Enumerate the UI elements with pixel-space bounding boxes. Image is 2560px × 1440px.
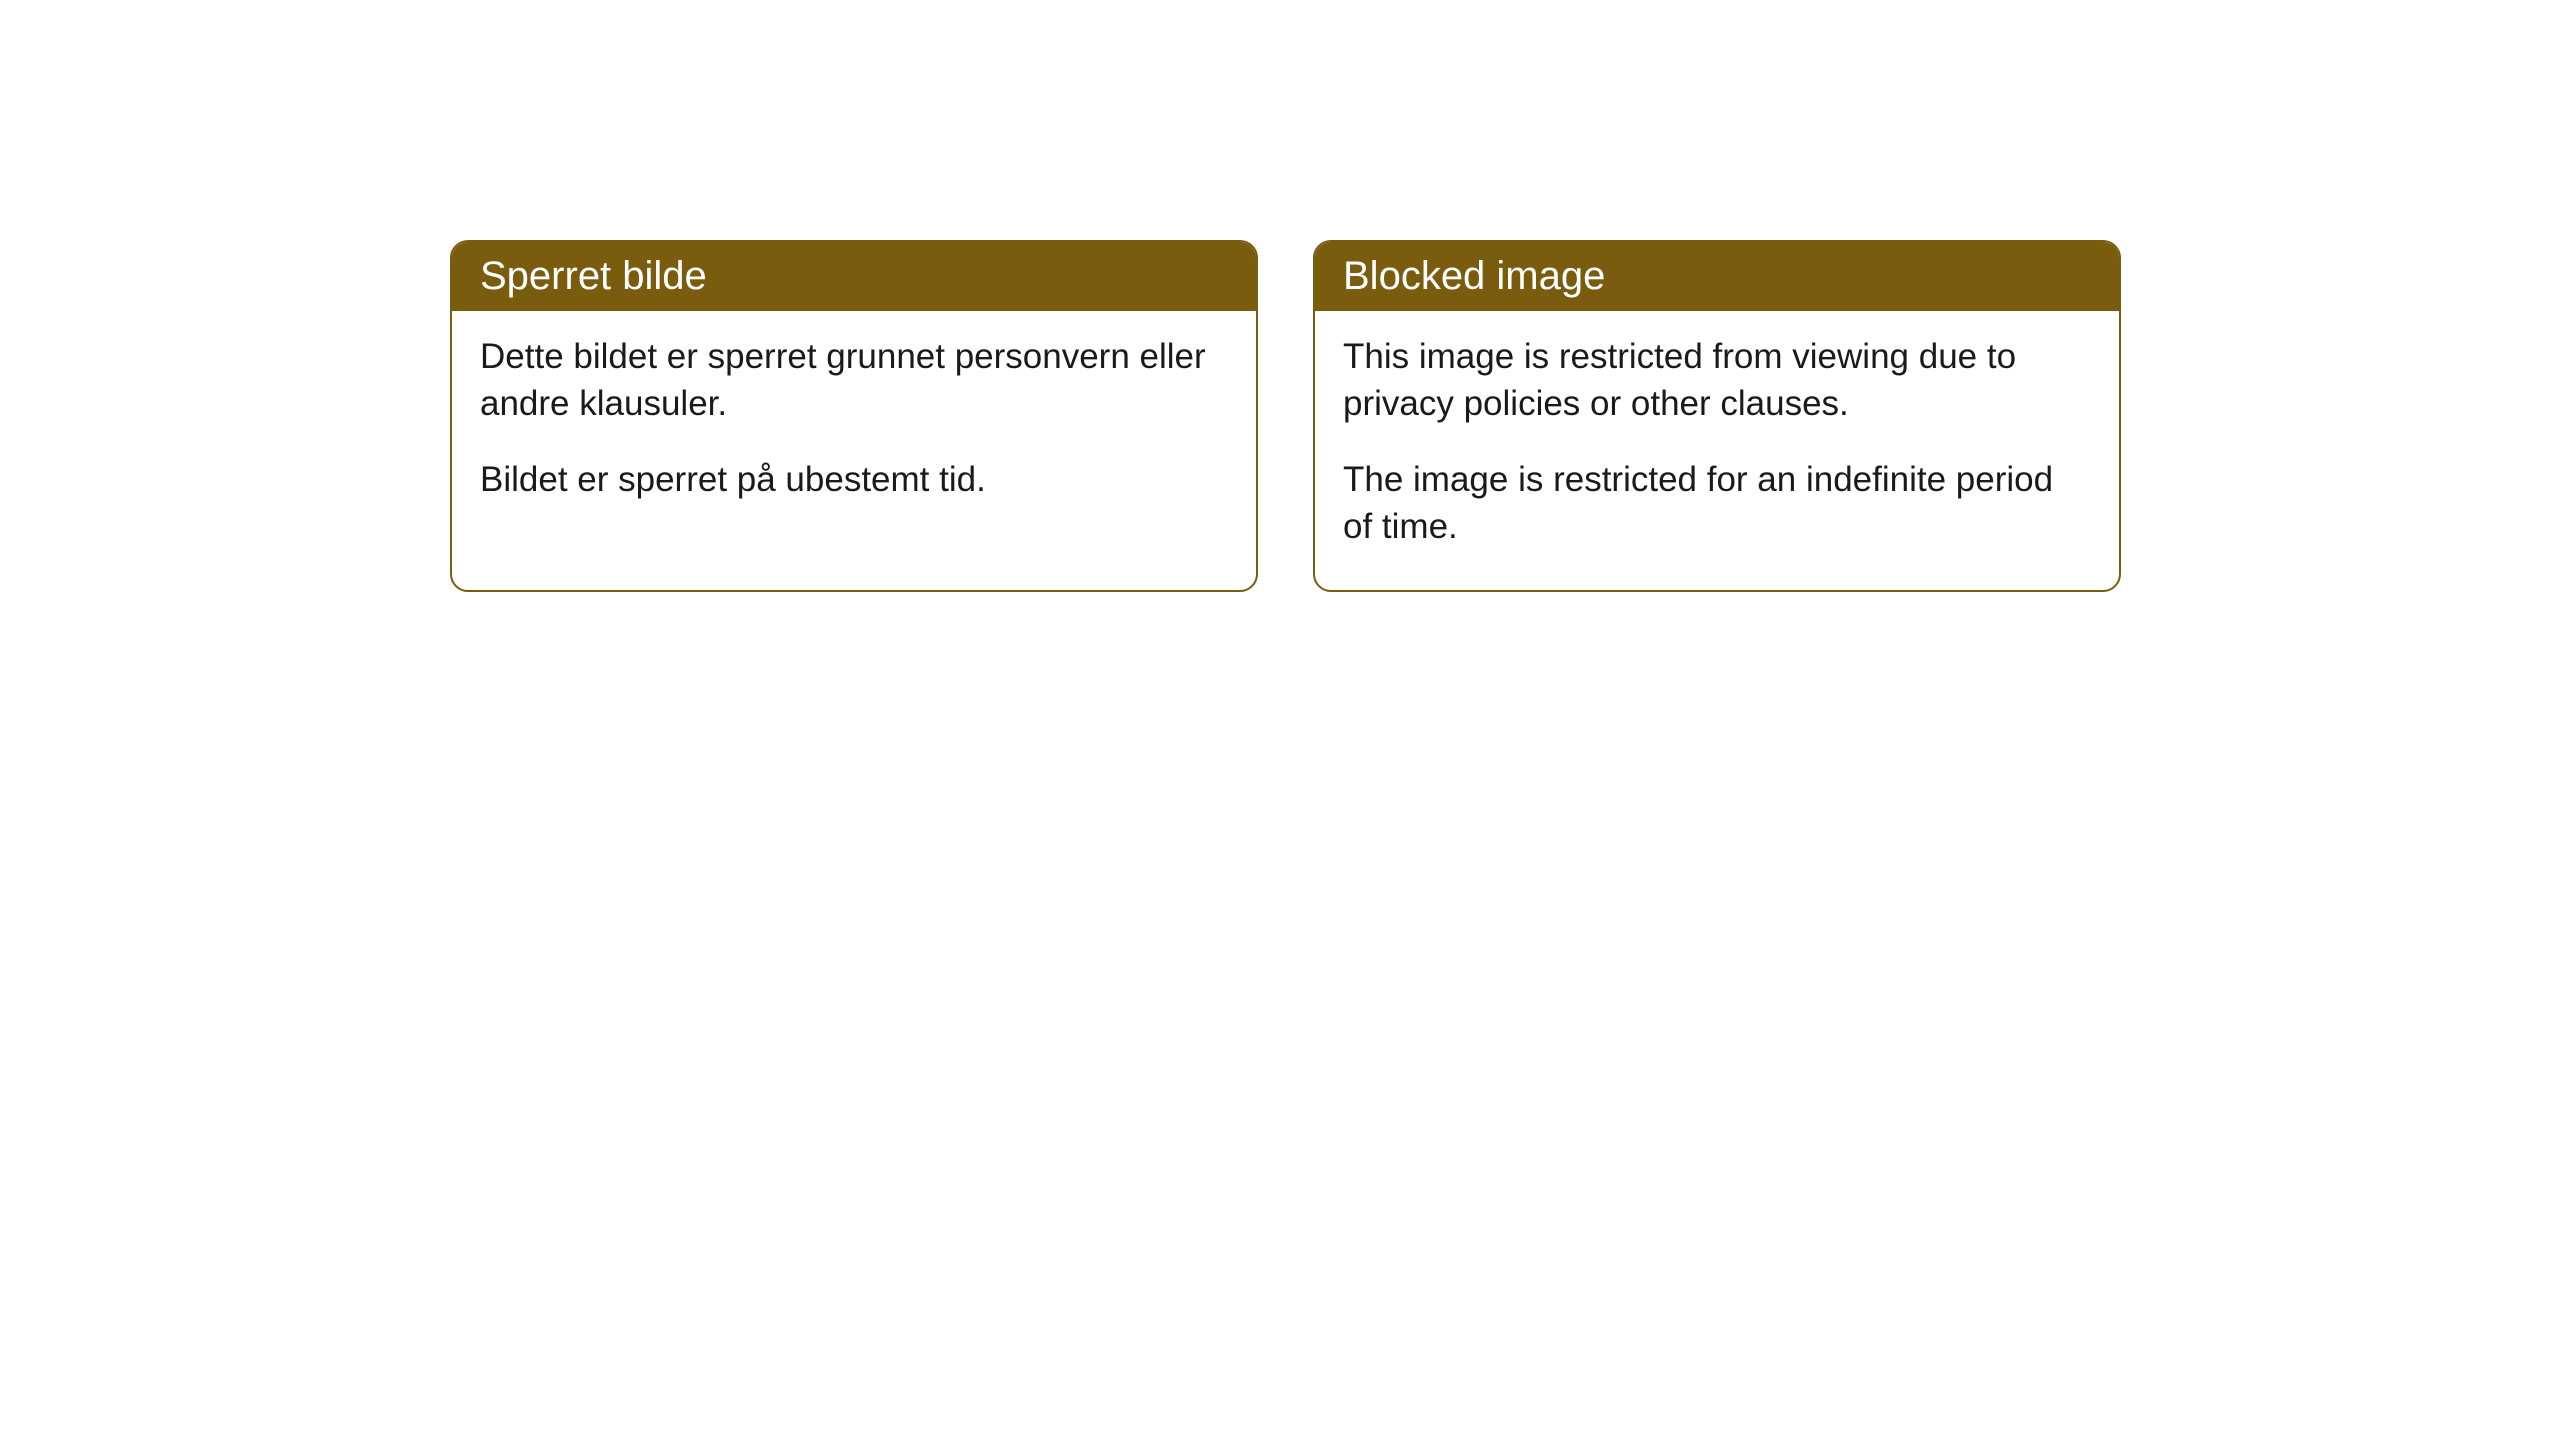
card-body-norwegian: Dette bildet er sperret grunnet personve… (452, 311, 1256, 543)
card-title: Sperret bilde (480, 254, 707, 298)
card-title: Blocked image (1343, 254, 1605, 298)
notice-cards-container: Sperret bilde Dette bildet er sperret gr… (450, 240, 2121, 592)
card-header-english: Blocked image (1315, 242, 2119, 311)
card-paragraph: Dette bildet er sperret grunnet personve… (480, 333, 1228, 428)
notice-card-english: Blocked image This image is restricted f… (1313, 240, 2121, 592)
card-paragraph: Bildet er sperret på ubestemt tid. (480, 456, 1228, 503)
notice-card-norwegian: Sperret bilde Dette bildet er sperret gr… (450, 240, 1258, 592)
card-header-norwegian: Sperret bilde (452, 242, 1256, 311)
card-paragraph: The image is restricted for an indefinit… (1343, 456, 2091, 551)
card-paragraph: This image is restricted from viewing du… (1343, 333, 2091, 428)
card-body-english: This image is restricted from viewing du… (1315, 311, 2119, 590)
